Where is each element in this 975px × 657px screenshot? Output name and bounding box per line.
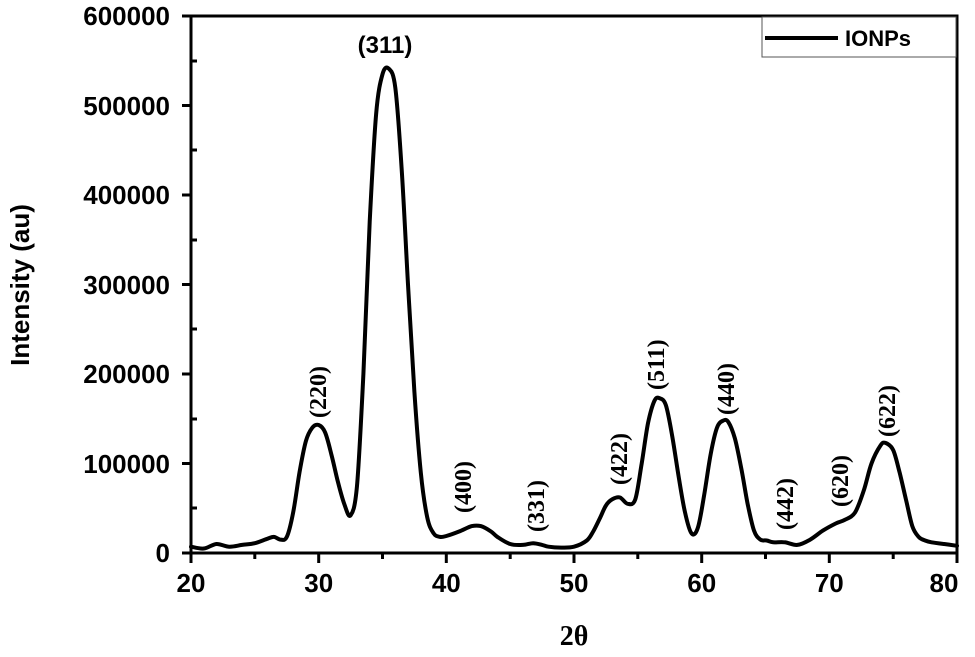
x-tick-label: 50 [560, 568, 589, 598]
peak-label-400: (400) [451, 461, 477, 513]
x-tick-label: 60 [687, 568, 716, 598]
y-tick-label: 100000 [83, 449, 170, 479]
legend-label: IONPs [845, 26, 911, 51]
x-tick-label: 30 [304, 568, 333, 598]
x-tick-label: 80 [930, 568, 959, 598]
peak-labels: (220) (311) (400) (331) (422) (511) (440… [306, 32, 901, 532]
peak-label-220: (220) [306, 366, 332, 418]
peak-label-442: (442) [773, 478, 799, 530]
peak-label-440: (440) [714, 363, 740, 415]
peak-label-422: (422) [607, 433, 633, 485]
y-tick-label: 300000 [83, 270, 170, 300]
y-tick-label: 600000 [83, 1, 170, 31]
peak-label-511: (511) [644, 339, 670, 390]
x-tick-labels: 20 30 40 50 60 70 80 [177, 568, 959, 598]
x-tick-label: 40 [432, 568, 461, 598]
y-tick-label: 500000 [83, 91, 170, 121]
y-axis-title: Intensity (au) [5, 204, 35, 366]
y-tick-label: 200000 [83, 359, 170, 389]
x-axis-title: 2θ [560, 621, 589, 652]
peak-label-331: (331) [524, 480, 550, 532]
x-tick-label: 70 [815, 568, 844, 598]
peak-label-311: (311) [358, 32, 413, 59]
peak-label-620: (620) [828, 455, 854, 507]
x-axis-ticks [189, 553, 959, 563]
y-tick-label: 400000 [83, 180, 170, 210]
ionps-xrd-curve [189, 65, 959, 551]
y-axis-ticks [182, 14, 197, 555]
x-tick-label: 20 [177, 568, 206, 598]
peak-label-622: (622) [875, 385, 901, 437]
y-tick-labels: 0 100000 200000 300000 400000 500000 600… [83, 1, 170, 568]
legend: IONPs [761, 16, 957, 58]
y-tick-label: 0 [156, 538, 170, 568]
